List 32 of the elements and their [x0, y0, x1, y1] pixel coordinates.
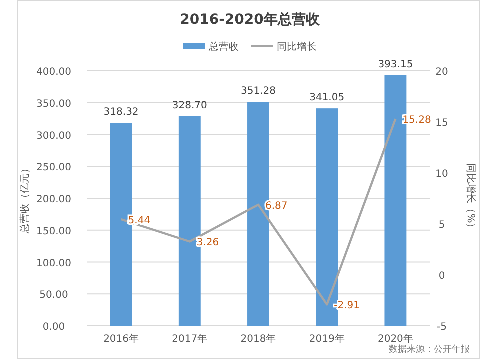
y-axis-title: 总营收（亿元） [19, 164, 31, 234]
data-label: 5.44 [128, 216, 151, 227]
y2-tick-label: 10 [436, 169, 448, 180]
data-label: 328.70 [172, 100, 208, 112]
x-tick-label: 2019年 [309, 333, 345, 345]
y-tick-label: 300.00 [36, 130, 72, 142]
y-tick-label: 250.00 [36, 162, 72, 174]
chart-title: 2016-2020年总营收 [180, 12, 321, 28]
y2-tick-label: 15 [436, 118, 448, 129]
y-tick-label: 150.00 [36, 226, 72, 238]
y-tick-label: 100.00 [36, 258, 72, 270]
legend-label: 总营收 [208, 41, 239, 53]
y-tick-label: 200.00 [36, 194, 72, 206]
y-tick-label: 0.00 [42, 322, 66, 333]
legend-label: 同比增长 [277, 41, 317, 53]
x-tick-label: 2017年 [172, 333, 208, 345]
x-tick-label: 2018年 [240, 333, 276, 345]
y2-tick-label: 5 [438, 220, 446, 231]
y2-tick-label: 20 [436, 67, 448, 78]
data-label: 341.05 [310, 92, 345, 104]
x-tick-label: 2020年 [378, 333, 414, 345]
data-label: 318.32 [104, 107, 139, 118]
y2-tick-label: 0 [438, 271, 446, 282]
y-tick-label: 50.00 [40, 290, 68, 302]
y-tick-label: 400.00 [36, 67, 72, 78]
source-note: 数据来源：公开年报 [389, 344, 470, 355]
x-tick-label: 2016年 [104, 333, 140, 345]
y-tick-label: 350.00 [36, 98, 72, 110]
data-label: 393.15 [378, 59, 414, 70]
y2-axis-title: 同比增长（%） [465, 164, 477, 234]
data-label: 351.28 [241, 86, 276, 98]
y2-tick-label: -5 [437, 322, 447, 333]
